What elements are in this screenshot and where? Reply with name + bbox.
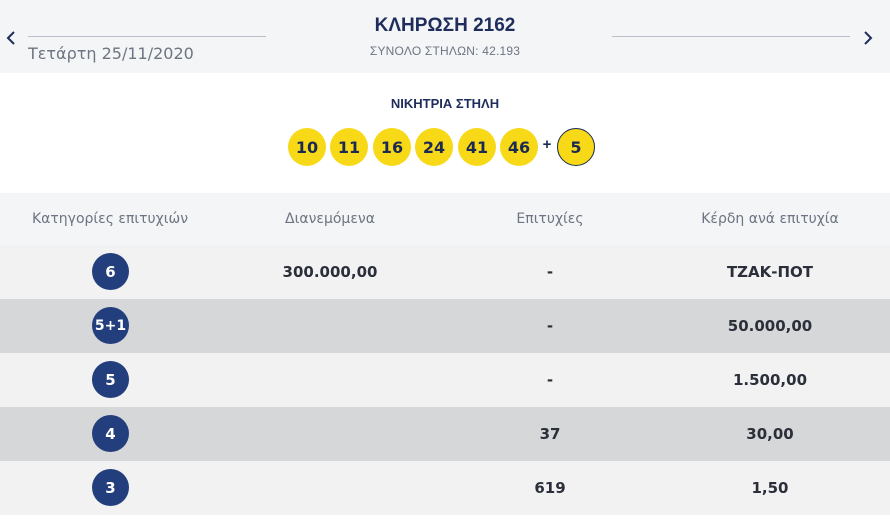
- table-row: 5 - 1.500,00: [0, 353, 890, 407]
- prize-amount: ΤΖΑΚ-ΠΟΤ: [726, 263, 814, 281]
- next-draw-button[interactable]: [858, 28, 878, 48]
- chevron-right-icon: [864, 31, 873, 45]
- table-row: 5+1 - 50.000,00: [0, 299, 890, 353]
- total-columns: ΣΥΝΟΛΟ ΣΤΗΛΩΝ: 42.193: [369, 44, 521, 58]
- number-ball: 11: [330, 128, 368, 166]
- winning-numbers: 10 11 16 24 41 46 + 5: [0, 128, 890, 166]
- winning-column-label: ΝΙΚΗΤΡΙΑ ΣΤΗΛΗ: [390, 96, 500, 111]
- category-badge: 4: [92, 415, 129, 452]
- table-row: 3 619 1,50: [0, 461, 890, 515]
- number-ball: 16: [373, 128, 411, 166]
- header-distributed: Διανεμόμενα: [285, 211, 375, 227]
- winners-count: 619: [534, 479, 566, 497]
- draw-date: Τετάρτη 25/11/2020: [28, 44, 194, 63]
- number-ball: 41: [458, 128, 496, 166]
- category-badge: 5+1: [92, 307, 129, 344]
- winners-count: 37: [539, 425, 561, 443]
- plus-sign: +: [542, 136, 552, 153]
- prize-amount: 30,00: [746, 425, 794, 443]
- table-header: Κατηγορίες επιτυχιών Διανεμόμενα Επιτυχί…: [0, 193, 890, 245]
- prize-amount: 50.000,00: [727, 317, 813, 335]
- number-ball: 24: [415, 128, 453, 166]
- divider-line: [28, 36, 266, 37]
- number-ball: 46: [500, 128, 538, 166]
- divider-line: [612, 36, 850, 37]
- draw-title: ΚΛΗΡΩΣΗ 2162: [374, 15, 516, 36]
- category-badge: 5: [92, 361, 129, 398]
- prize-amount: 1.500,00: [732, 371, 808, 389]
- distributed-amount: 300.000,00: [282, 263, 378, 281]
- header-categories: Κατηγορίες επιτυχιών: [31, 211, 189, 227]
- table-row: 6 300.000,00 - ΤΖΑΚ-ΠΟΤ: [0, 245, 890, 299]
- winners-count: -: [546, 263, 554, 281]
- category-badge: 3: [92, 469, 129, 506]
- previous-draw-button[interactable]: [1, 28, 21, 48]
- header-prize: Κέρδη ανά επιτυχία: [701, 211, 839, 227]
- bonus-ball: 5: [557, 128, 595, 166]
- chevron-left-icon: [6, 31, 15, 45]
- category-badge: 6: [92, 253, 129, 290]
- header-winners: Επιτυχίες: [516, 211, 584, 227]
- prize-amount: 1,50: [751, 479, 789, 497]
- table-row: 4 37 30,00: [0, 407, 890, 461]
- winners-count: -: [546, 371, 554, 389]
- draw-header: Τετάρτη 25/11/2020 ΚΛΗΡΩΣΗ 2162 ΣΥΝΟΛΟ Σ…: [0, 0, 890, 73]
- winners-count: -: [546, 317, 554, 335]
- number-ball: 10: [288, 128, 326, 166]
